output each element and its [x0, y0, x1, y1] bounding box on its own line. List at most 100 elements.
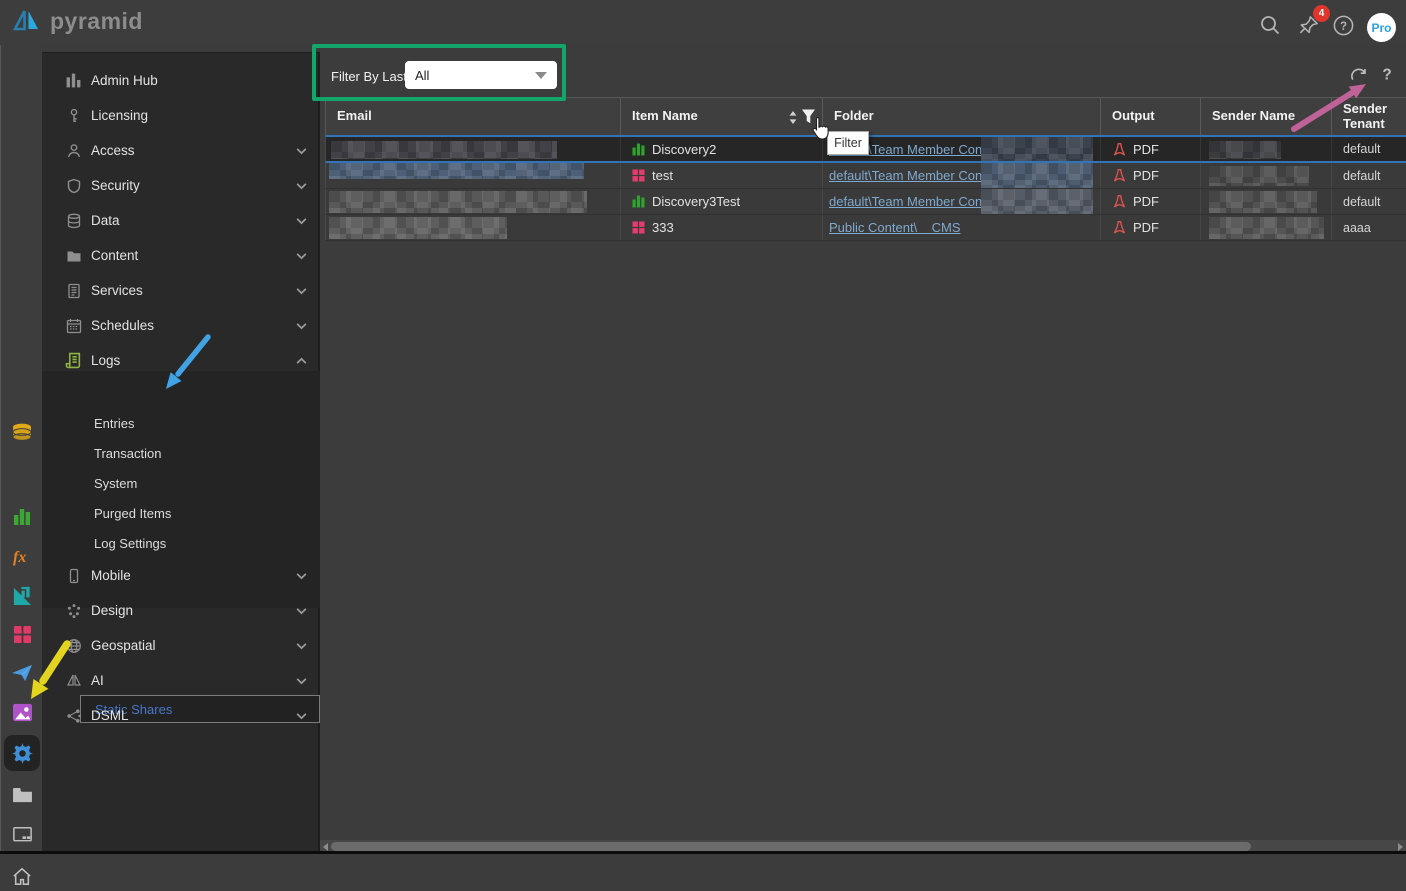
help-icon[interactable]: ? [1378, 65, 1396, 83]
chevron-down-icon[interactable] [295, 569, 308, 582]
image-icon[interactable] [1, 697, 43, 727]
window-bottom-edge [0, 851, 1406, 854]
formulate-fx-icon[interactable]: fx [1, 541, 43, 571]
submenu-item-static-shares[interactable]: Static Shares [80, 695, 320, 723]
refresh-icon[interactable] [1349, 65, 1368, 84]
chevron-down-icon[interactable] [295, 249, 308, 262]
sender-tenant-cell: default [1343, 142, 1381, 156]
chevron-down-icon[interactable] [295, 674, 308, 687]
chevron-down-icon[interactable] [295, 319, 308, 332]
filter-funnel-icon[interactable] [801, 108, 816, 129]
avatar[interactable]: Pro [1367, 13, 1396, 42]
illustrate-grid-icon[interactable] [1, 619, 43, 649]
search-icon[interactable] [1259, 14, 1281, 36]
filter-by-last-dropdown[interactable]: All [405, 61, 557, 89]
sidebar-item-admin-hub[interactable]: Admin Hub [42, 63, 320, 98]
chevron-down-icon[interactable] [295, 214, 308, 227]
scrollbar-thumb[interactable] [331, 842, 1251, 851]
svg-text:?: ? [1340, 21, 1347, 33]
chevron-down-icon[interactable] [295, 144, 308, 157]
table-row[interactable]: Discovery3Test default\Team Member Conte… [325, 189, 1406, 215]
folder-link[interactable]: default\Team Member Conten [829, 168, 1001, 183]
app-icon-rail: fx [0, 45, 43, 885]
submenu-item-purged-items[interactable]: Purged Items [42, 498, 320, 528]
chevron-down-icon[interactable] [295, 179, 308, 192]
column-header-folder[interactable]: Folder [823, 98, 1101, 135]
sidebar-item-services[interactable]: Services [42, 273, 320, 308]
column-header-item-name[interactable]: Item Name [621, 98, 823, 135]
output-cell: PDF [1101, 215, 1201, 240]
folder-link[interactable]: Public Content\ CMS [829, 220, 961, 235]
sidebar-item-access[interactable]: Access [42, 133, 320, 168]
redacted-email [329, 163, 584, 179]
pin-notifications-icon[interactable] [1297, 14, 1320, 37]
output-cell: PDF [1101, 137, 1201, 161]
item-name-cell: 333 [621, 215, 823, 240]
workstation-icon[interactable] [1, 820, 43, 850]
chevron-down-icon[interactable] [295, 604, 308, 617]
sidebar-item-content[interactable]: Content [42, 238, 320, 273]
submenu-item-system[interactable]: System [42, 468, 320, 498]
sidebar-item-design[interactable]: Design [42, 593, 320, 628]
sidebar-label: Logs [91, 353, 121, 368]
home-icon[interactable] [1, 861, 43, 891]
table-row[interactable]: Discovery2 default\Team Member Conten PD… [325, 137, 1406, 163]
email-cell [326, 163, 621, 188]
redacted-folder [981, 137, 1093, 161]
publish-plane-icon[interactable] [1, 658, 43, 688]
chevron-down-icon[interactable] [295, 284, 308, 297]
sidebar-item-geospatial[interactable]: Geospatial [42, 628, 320, 663]
sidebar-item-ai[interactable]: AI [42, 663, 320, 698]
sidebar-label: Access [91, 143, 135, 158]
sidebar-item-mobile[interactable]: Mobile [42, 558, 320, 593]
ai-pyramid-icon [65, 672, 82, 689]
column-header-email[interactable]: Email [326, 98, 621, 135]
admin-hub-icon [65, 72, 82, 89]
sidebar-label: Design [91, 603, 134, 618]
email-cell [326, 137, 621, 161]
illustration-grid-icon [632, 221, 645, 234]
column-header-sender-tenant[interactable]: Sender Tenant [1343, 100, 1388, 131]
chevron-down-icon[interactable] [295, 639, 308, 652]
logs-icon [65, 352, 82, 369]
help-icon[interactable]: ? [1332, 14, 1355, 37]
submenu-item-entries[interactable]: Entries [42, 408, 320, 438]
chevron-up-icon[interactable] [295, 354, 308, 367]
submenu-item-transaction[interactable]: Transaction [42, 438, 320, 468]
sidebar-item-security[interactable]: Security [42, 168, 320, 203]
bar-chart-icon[interactable] [1, 502, 43, 532]
submenu-item-log-settings[interactable]: Log Settings [42, 528, 320, 558]
dsml-network-icon [65, 707, 82, 724]
sidebar-item-data[interactable]: Data [42, 203, 320, 238]
table-row[interactable]: 333 Public Content\ CMS PDF aaaa [325, 215, 1406, 241]
scroll-left-arrow[interactable] [323, 843, 328, 851]
folder-link[interactable]: default\Team Member Conten [829, 141, 1001, 157]
sender-name-cell [1201, 163, 1332, 188]
scroll-right-arrow[interactable] [1398, 843, 1403, 851]
column-header-sender-name[interactable]: Sender Name [1201, 98, 1332, 135]
content-folder-icon[interactable] [1, 780, 43, 810]
sidebar-item-schedules[interactable]: Schedules [42, 308, 320, 343]
sidebar-item-licensing[interactable]: Licensing [42, 98, 320, 133]
admin-gear-icon[interactable] [4, 735, 40, 771]
email-cell [326, 215, 621, 240]
pyramid-logo[interactable]: pyramid [12, 8, 143, 35]
column-header-output[interactable]: Output [1101, 98, 1201, 135]
redacted-sender [1209, 166, 1309, 186]
chevron-down-icon[interactable] [295, 709, 308, 722]
sidebar-item-dsml[interactable]: DSML [42, 698, 320, 733]
filter-by-last-label: Filter By Last [331, 69, 407, 84]
folder-icon [65, 247, 82, 264]
database-icon[interactable] [1, 418, 43, 448]
table-row[interactable]: test default\Team Member Conten PDF defa… [325, 163, 1406, 189]
sidebar-item-logs[interactable]: Logs [42, 343, 320, 378]
present-icon[interactable] [1, 580, 43, 610]
folder-link[interactable]: default\Team Member Conten [829, 194, 1001, 209]
sort-icon[interactable] [788, 110, 798, 129]
pdf-icon [1113, 168, 1126, 182]
horizontal-scrollbar[interactable] [320, 840, 1406, 853]
sidebar-label: AI [91, 673, 104, 688]
pdf-icon [1113, 142, 1126, 156]
item-name-cell: test [621, 163, 823, 188]
sidebar-label: Admin Hub [91, 73, 158, 88]
